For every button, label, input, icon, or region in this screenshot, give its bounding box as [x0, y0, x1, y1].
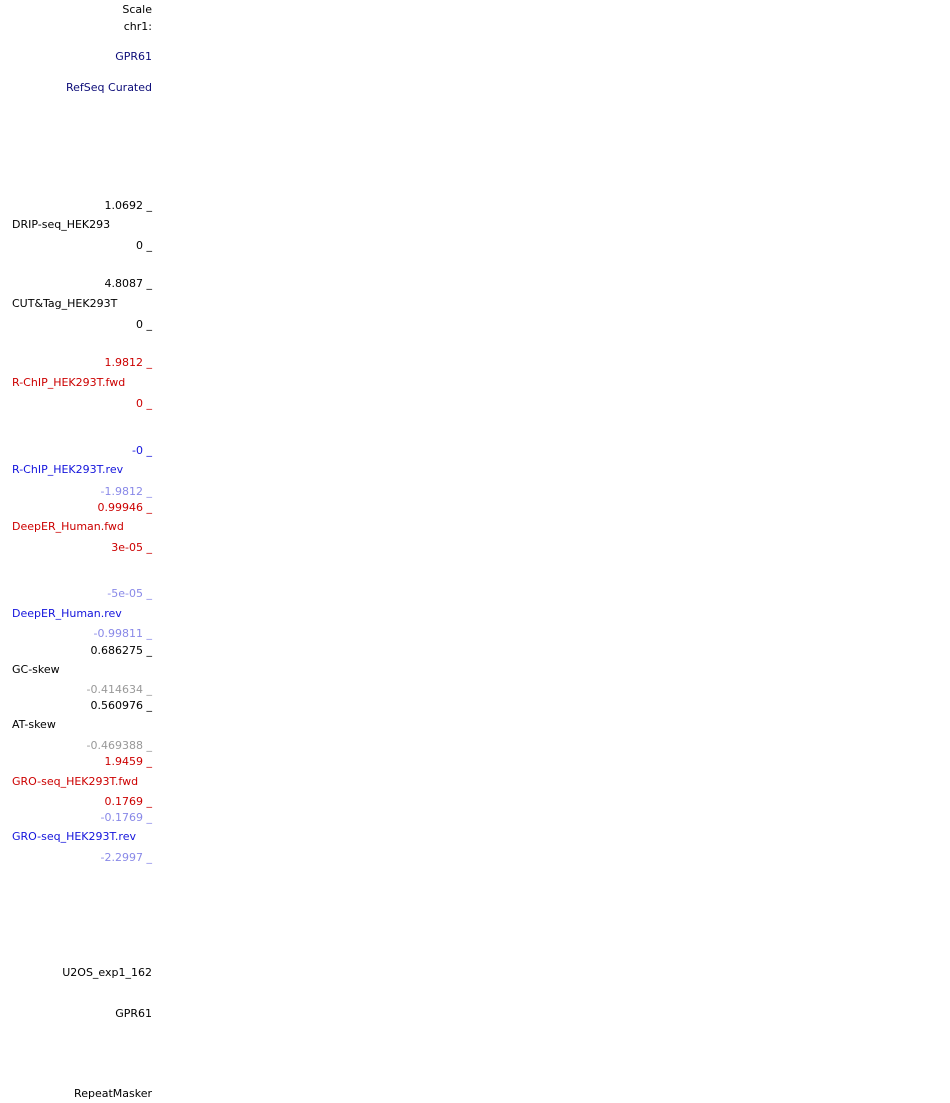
- scale-track-label: Scale: [122, 3, 152, 16]
- gc-skew-track-label[interactable]: GC-skew: [12, 663, 60, 676]
- gro-seq-fwd-track-label[interactable]: GRO-seq_HEK293T.fwd: [12, 775, 139, 788]
- gc-skew-upper-limit: 0.686275 _: [90, 644, 152, 657]
- cut-tag-upper-limit: 4.8087 _: [104, 277, 153, 290]
- gro-seq-rev-upper-limit: -0.1769 _: [100, 811, 152, 824]
- deeper-rev-upper-limit: -5e-05 _: [107, 587, 152, 600]
- gro-seq-fwd-upper-limit: 1.9459 _: [104, 755, 153, 768]
- r-chip-fwd-track-label[interactable]: R-ChIP_HEK293T.fwd: [12, 376, 126, 389]
- chromosome-position-label: chr1:: [123, 20, 152, 33]
- refseq-curated-track-label[interactable]: RefSeq Curated: [66, 81, 152, 94]
- gene-name-gpr61-top[interactable]: GPR61: [115, 50, 152, 63]
- at-skew-lower-limit: -0.469388 _: [86, 739, 152, 752]
- drip-seq-track-label[interactable]: DRIP-seq_HEK293: [12, 218, 111, 231]
- gro-seq-rev-track-label[interactable]: GRO-seq_HEK293T.rev: [12, 830, 136, 843]
- at-skew-upper-limit: 0.560976 _: [90, 699, 152, 712]
- gro-seq-fwd-lower-limit: 0.1769 _: [104, 795, 153, 808]
- deeper-fwd-upper-limit: 0.99946 _: [97, 501, 152, 514]
- gene-name-gpr61-bottom[interactable]: GPR61: [115, 1007, 152, 1020]
- r-chip-rev-track-label[interactable]: R-ChIP_HEK293T.rev: [12, 463, 124, 476]
- gro-seq-rev-lower-limit: -2.2997 _: [100, 851, 152, 864]
- r-chip-rev-upper-limit: -0 _: [132, 444, 152, 457]
- deeper-rev-lower-limit: -0.99811 _: [93, 627, 152, 640]
- drip-seq-lower-limit: 0 _: [136, 239, 152, 252]
- deeper-rev-track-label[interactable]: DeepER_Human.rev: [12, 607, 122, 620]
- gc-skew-lower-limit: -0.414634 _: [86, 683, 152, 696]
- at-skew-track-label[interactable]: AT-skew: [12, 718, 56, 731]
- r-chip-fwd-lower-limit: 0 _: [136, 397, 152, 410]
- cut-tag-track-label[interactable]: CUT&Tag_HEK293T: [12, 297, 118, 310]
- deeper-fwd-track-label[interactable]: DeepER_Human.fwd: [12, 520, 124, 533]
- drip-seq-upper-limit: 1.0692 _: [104, 199, 153, 212]
- u2os-track-label[interactable]: U2OS_exp1_162: [62, 966, 152, 979]
- cut-tag-lower-limit: 0 _: [136, 318, 152, 331]
- deeper-fwd-lower-limit: 3e-05 _: [111, 541, 152, 554]
- r-chip-fwd-upper-limit: 1.9812 _: [104, 356, 153, 369]
- r-chip-rev-lower-limit: -1.9812 _: [100, 485, 152, 498]
- repeatmasker-track-label[interactable]: RepeatMasker: [74, 1087, 152, 1100]
